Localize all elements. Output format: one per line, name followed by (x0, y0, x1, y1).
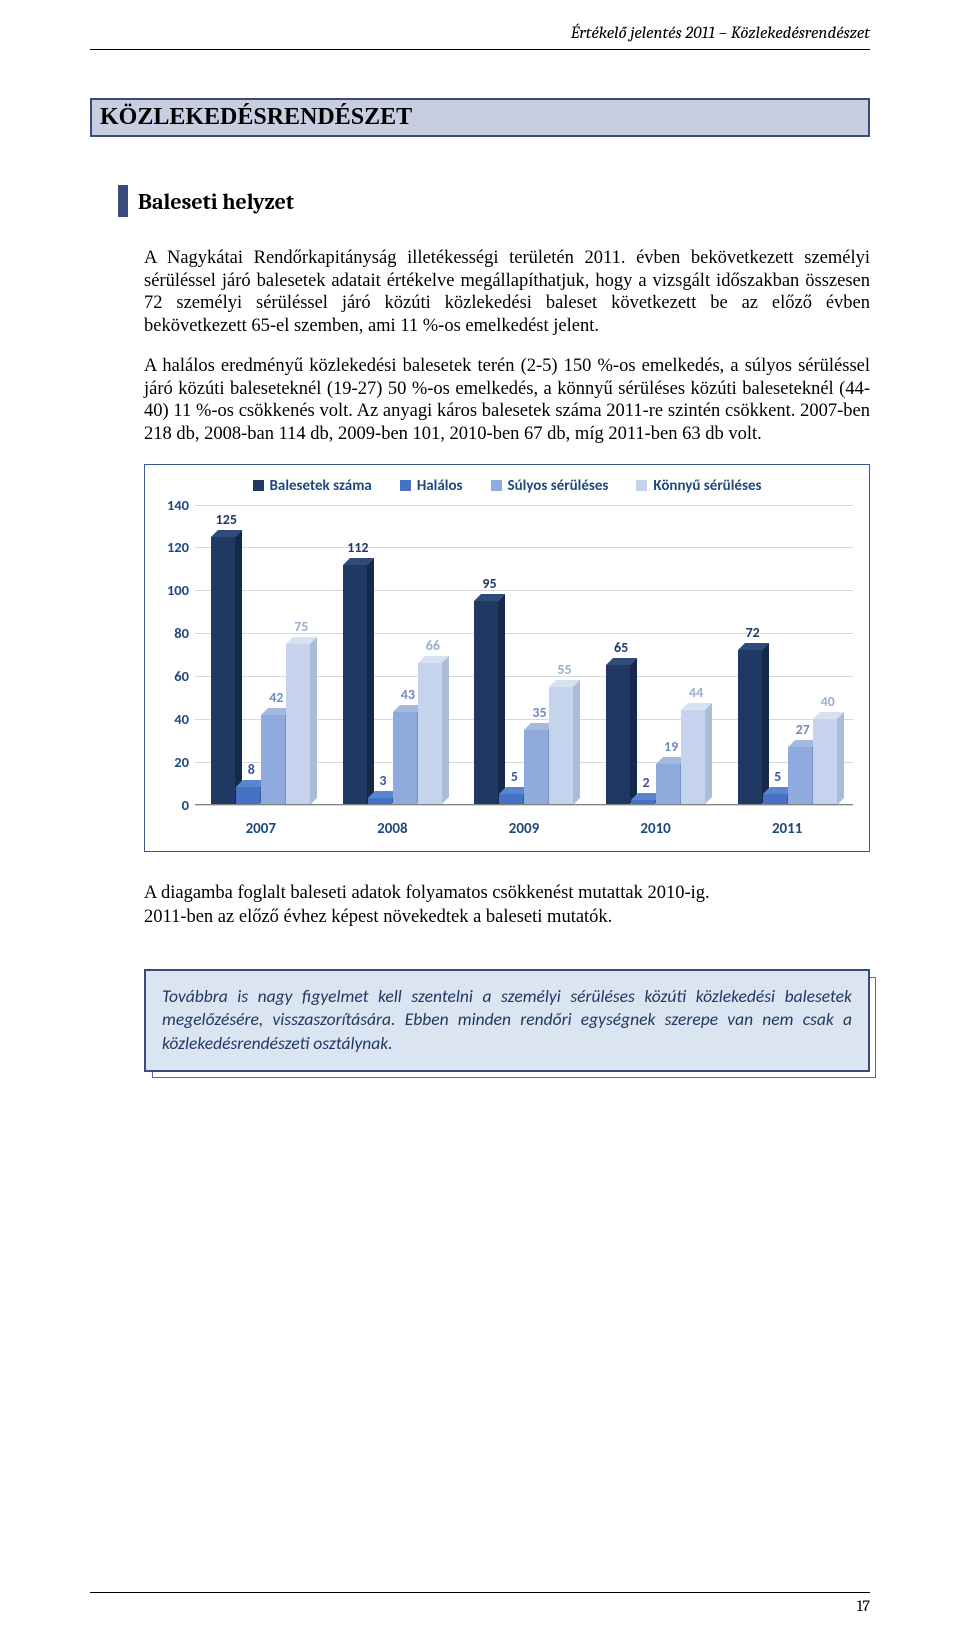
paragraph-1: A Nagykátai Rendőrkapitányság illetékess… (144, 247, 870, 337)
chart-bar: 27 (788, 747, 812, 805)
chart-bar: 44 (681, 710, 705, 804)
legend-swatch (636, 480, 647, 491)
chart-bar: 95 (474, 601, 498, 805)
legend-label: Könnyű sérüléses (653, 477, 761, 495)
chart-bar: 55 (549, 687, 573, 805)
y-axis-label: 80 (157, 624, 189, 642)
page-number: 17 (90, 1592, 870, 1615)
bar-value-label: 44 (684, 684, 708, 701)
chart-bar: 43 (393, 712, 417, 804)
legend-label: Halálos (417, 477, 463, 495)
chart-bar: 35 (524, 730, 548, 805)
main-title: KÖZLEKEDÉSRENDÉSZET (90, 98, 870, 137)
bar-value-label: 5 (502, 768, 526, 785)
chart-bar: 42 (261, 715, 285, 805)
gridline: 0 (195, 805, 853, 806)
x-axis-label: 2010 (601, 820, 711, 838)
legend-item: Balesetek száma (253, 477, 372, 495)
bar-group: 6521944 (606, 505, 705, 805)
chart-bar: 125 (211, 537, 235, 805)
legend-item: Halálos (400, 477, 463, 495)
subheading-text: Baleseti helyzet (138, 185, 294, 217)
legend-label: Súlyos sérüléses (508, 477, 609, 495)
paragraph-after-1: A diagamba foglalt baleseti adatok folya… (144, 882, 870, 905)
bar-value-label: 75 (289, 618, 313, 635)
y-axis-label: 140 (157, 496, 189, 514)
running-header: Értékelő jelentés 2011 – Közlekedésrendé… (90, 0, 870, 50)
bar-value-label: 66 (421, 637, 445, 654)
chart-bar: 72 (738, 650, 762, 804)
accident-chart: Balesetek száma Halálos Súlyos sérüléses Kö… (144, 464, 870, 852)
section-subheading: Baleseti helyzet (118, 185, 870, 217)
paragraph-2: A halálos eredményű közlekedési balesete… (144, 355, 870, 445)
y-axis-label: 120 (157, 538, 189, 556)
bar-value-label: 19 (659, 738, 683, 755)
bar-group: 12584275 (211, 505, 310, 805)
page: Értékelő jelentés 2011 – Közlekedésrendé… (0, 0, 960, 1639)
callout-box: Továbbra is nagy figyelmet kell szenteln… (144, 969, 870, 1072)
bar-value-label: 65 (609, 639, 633, 656)
y-axis-label: 40 (157, 710, 189, 728)
bar-group: 7252740 (738, 505, 837, 805)
bar-value-label: 125 (214, 511, 238, 528)
bar-value-label: 72 (741, 624, 765, 641)
bar-value-label: 3 (371, 772, 395, 789)
bar-value-label: 112 (346, 539, 370, 556)
legend-item: Könnyű sérüléses (636, 477, 761, 495)
paragraph-after-2: 2011-ben az előző évhez képest növekedte… (144, 906, 870, 929)
x-axis-label: 2008 (337, 820, 447, 838)
x-axis-label: 2007 (206, 820, 316, 838)
chart-bar: 40 (813, 719, 837, 805)
chart-bar-groups: 1258427511234366955355565219447252740 (195, 505, 853, 805)
y-axis-label: 60 (157, 667, 189, 685)
x-axis-label: 2011 (732, 820, 842, 838)
bar-value-label: 5 (766, 768, 790, 785)
chart-bar: 65 (606, 665, 630, 804)
chart-x-labels: 2007 2008 2009 2010 2011 (195, 813, 853, 845)
callout-text: Továbbra is nagy figyelmet kell szenteln… (144, 969, 870, 1072)
y-axis-label: 20 (157, 753, 189, 771)
chart-bar: 66 (418, 663, 442, 804)
chart-bar: 19 (656, 764, 680, 805)
bar-value-label: 42 (264, 689, 288, 706)
legend-swatch (253, 480, 264, 491)
subheading-bar (118, 185, 128, 217)
bar-value-label: 35 (527, 704, 551, 721)
bar-value-label: 40 (816, 693, 840, 710)
bar-value-label: 55 (552, 661, 576, 678)
chart-bar: 75 (286, 644, 310, 805)
legend-item: Súlyos sérüléses (491, 477, 609, 495)
legend-swatch (400, 480, 411, 491)
y-axis-label: 100 (157, 581, 189, 599)
bar-value-label: 8 (239, 761, 263, 778)
bar-group: 9553555 (474, 505, 573, 805)
bar-value-label: 27 (791, 721, 815, 738)
chart-legend: Balesetek száma Halálos Súlyos sérüléses Kö… (153, 477, 861, 495)
bar-value-label: 43 (396, 686, 420, 703)
bar-value-label: 2 (634, 774, 658, 791)
chart-bar: 112 (343, 565, 367, 805)
legend-swatch (491, 480, 502, 491)
bar-group: 11234366 (343, 505, 442, 805)
chart-baseline (195, 804, 853, 805)
x-axis-label: 2009 (469, 820, 579, 838)
bar-value-label: 95 (477, 575, 501, 592)
legend-label: Balesetek száma (270, 477, 372, 495)
chart-bar: 8 (236, 787, 260, 804)
chart-plot-area: 020406080100120140 125842751123436695535… (195, 505, 853, 845)
y-axis-label: 0 (157, 796, 189, 814)
